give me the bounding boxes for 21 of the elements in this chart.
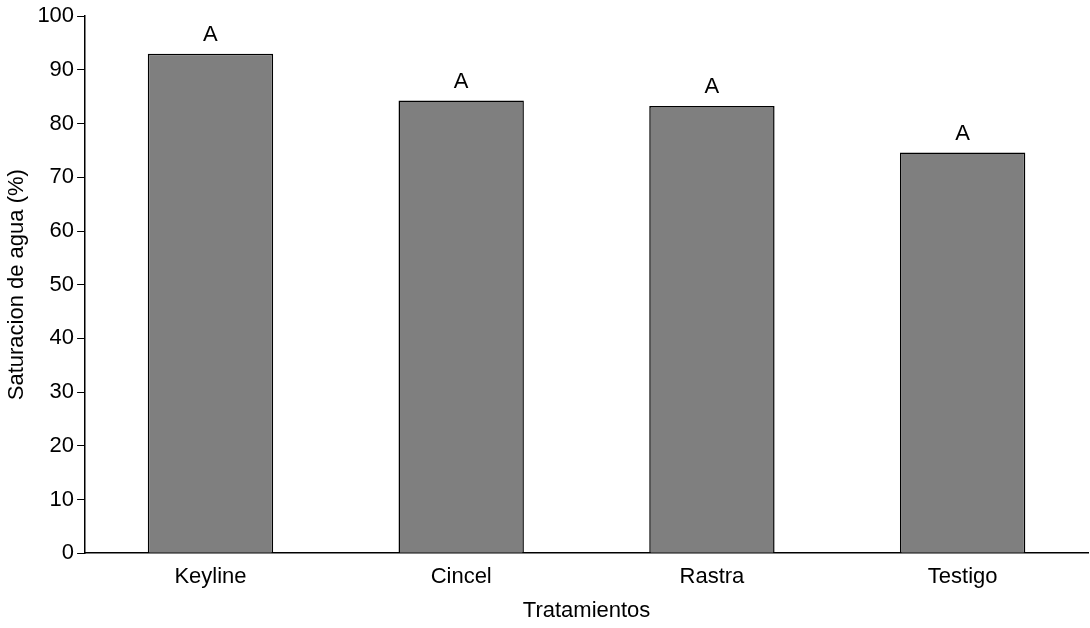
y-tick-label: 70 bbox=[49, 163, 75, 189]
annotation: A bbox=[704, 72, 720, 98]
x-tick-label: Rastra bbox=[679, 563, 746, 589]
annotation: A bbox=[453, 67, 469, 93]
y-tick-label: 40 bbox=[49, 324, 75, 350]
x-tick-label: Cincel bbox=[430, 563, 492, 589]
y-tick-label: 50 bbox=[49, 270, 75, 296]
annotation: A bbox=[955, 119, 971, 145]
y-tick-label: 20 bbox=[49, 431, 75, 457]
y-tick-label: 80 bbox=[49, 109, 75, 135]
y-tick-label: 60 bbox=[49, 217, 75, 243]
y-axis-title: Saturacion de agua (%) bbox=[3, 169, 29, 401]
y-tick-label: 0 bbox=[61, 539, 75, 565]
x-tick-label: Testigo bbox=[927, 563, 998, 589]
y-tick-label: 100 bbox=[37, 2, 75, 28]
y-tick-label: 90 bbox=[49, 55, 75, 81]
annotation: A bbox=[203, 20, 219, 46]
x-tick-label: Keyline bbox=[174, 563, 247, 589]
y-tick-label: 10 bbox=[49, 485, 75, 511]
y-tick-label: 30 bbox=[49, 378, 75, 404]
x-axis-title: Tratamientos bbox=[522, 596, 651, 622]
